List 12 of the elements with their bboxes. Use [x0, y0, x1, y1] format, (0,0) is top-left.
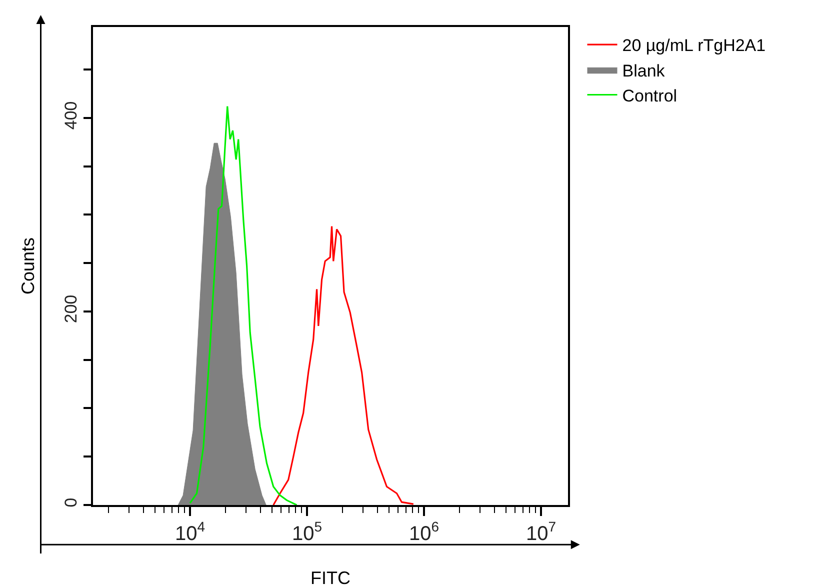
y-tick-label: 400 [61, 101, 80, 130]
x-tick-label: 10$^{5}$ [292, 518, 322, 545]
x-tick-label: 10$^{4}$ [175, 518, 206, 545]
legend-label: 20 µg/mL rTgH2A1 [622, 36, 766, 56]
y-axis-title: Counts [18, 237, 38, 295]
x-tick-label: 10$^{7}$ [526, 518, 556, 545]
y-tick-label: 0 [61, 498, 80, 508]
x-tick-label: 10$^{6}$ [409, 518, 440, 545]
legend-label: Control [622, 86, 678, 106]
x-axis-title: FITC [310, 568, 350, 588]
legend-label: Blank [622, 61, 666, 80]
y-tick-label: 200 [61, 294, 80, 324]
